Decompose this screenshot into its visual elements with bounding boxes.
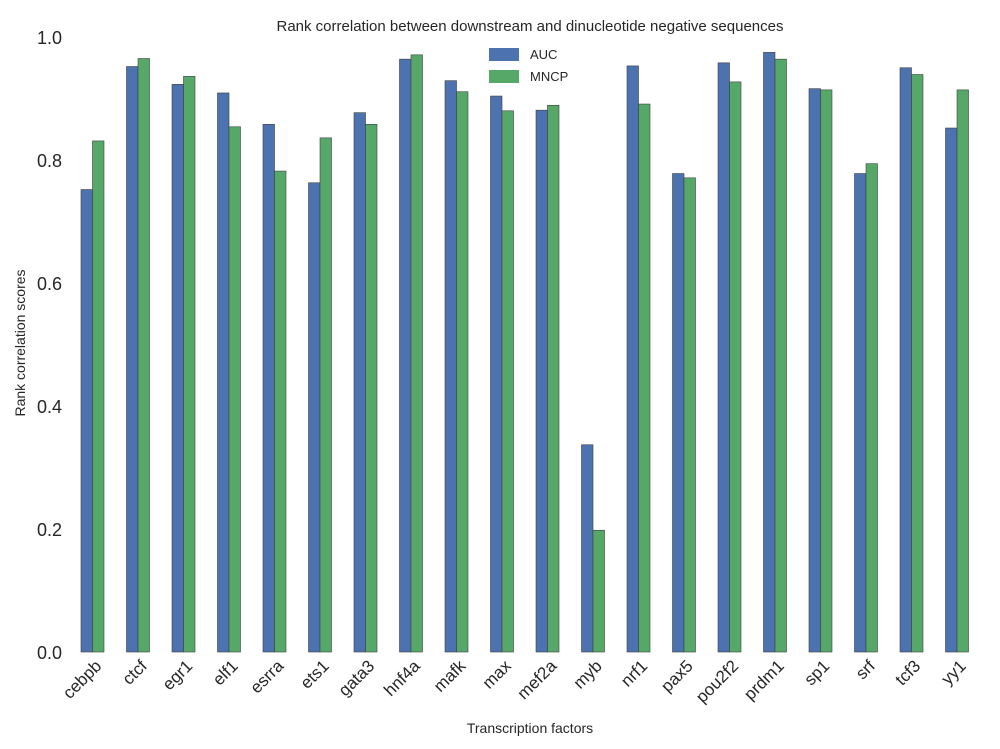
bar-mncp-ctcf: [137, 58, 150, 653]
y-tick-label: 0.6: [37, 274, 62, 294]
bar-auc-egr1: [171, 84, 184, 653]
bar-auc-pou2f2: [717, 62, 730, 653]
y-tick-label: 0.0: [37, 643, 62, 663]
x-tick-label: cebpb: [59, 656, 105, 702]
x-tick-label: mef2a: [513, 656, 560, 703]
bar-auc-ets1: [308, 182, 321, 653]
x-tick-label: hnf4a: [380, 656, 424, 700]
x-tick-label: egr1: [159, 656, 196, 693]
x-tick-label: ctcf: [119, 656, 151, 688]
bar-mncp-pax5: [683, 177, 696, 653]
legend-swatch-auc: [489, 48, 519, 61]
bar-auc-elf1: [217, 92, 230, 653]
bar-auc-gata3: [353, 112, 366, 653]
bars: [80, 52, 969, 653]
bar-mncp-egr1: [183, 76, 196, 653]
chart-title: Rank correlation between downstream and …: [277, 18, 784, 35]
bar-auc-nrf1: [626, 65, 639, 653]
x-tick-label: ets1: [297, 656, 333, 692]
x-axis-ticks: cebpb ctcf egr1 elf1 esrra ets1 gata3 hnf4a mafk…: [59, 656, 970, 707]
bar-mncp-gata3: [365, 124, 378, 653]
y-axis-label: Rank correlation scores: [12, 269, 28, 416]
bar-mncp-tcf3: [911, 74, 924, 653]
x-tick-label: prdm1: [740, 656, 788, 704]
bar-auc-myb: [581, 444, 594, 653]
bar-auc-mafk: [444, 80, 457, 653]
x-tick-label: max: [479, 656, 515, 692]
x-tick-label: myb: [570, 656, 606, 692]
bar-mncp-hnf4a: [410, 54, 423, 653]
x-tick-label: nrf1: [617, 656, 651, 690]
y-tick-label: 0.4: [37, 397, 62, 417]
x-tick-label: sp1: [801, 656, 834, 689]
x-axis-label: Transcription factors: [467, 720, 593, 736]
bar-mncp-pou2f2: [729, 81, 742, 653]
bar-auc-tcf3: [899, 67, 912, 653]
x-tick-label: yy1: [938, 656, 970, 688]
bar-mncp-mafk: [456, 91, 469, 653]
x-tick-label: esrra: [247, 656, 288, 697]
bar-mncp-mef2a: [547, 104, 560, 653]
legend-swatch-mncp: [489, 70, 519, 83]
bar-auc-ctcf: [126, 66, 139, 653]
bar-auc-srf: [854, 173, 867, 653]
y-tick-label: 0.2: [37, 520, 62, 540]
bar-mncp-elf1: [228, 126, 241, 653]
legend-label-mncp: MNCP: [530, 69, 568, 84]
x-tick-label: pax5: [657, 656, 697, 696]
bar-mncp-prdm1: [774, 58, 787, 653]
bar-mncp-srf: [865, 163, 878, 653]
bar-mncp-esrra: [274, 170, 287, 653]
bar-auc-esrra: [262, 124, 275, 653]
x-tick-label: gata3: [335, 656, 379, 700]
x-tick-label: pou2f2: [692, 656, 742, 706]
bar-auc-mef2a: [535, 109, 548, 653]
bar-mncp-max: [501, 110, 514, 653]
bar-mncp-nrf1: [638, 103, 651, 653]
bar-auc-pax5: [672, 173, 685, 653]
bar-auc-sp1: [808, 88, 821, 653]
bar-auc-max: [490, 95, 503, 653]
x-tick-label: srf: [852, 656, 879, 683]
bar-mncp-cebpb: [92, 140, 105, 653]
bar-auc-prdm1: [763, 52, 776, 653]
bar-auc-hnf4a: [399, 58, 412, 653]
bar-auc-yy1: [945, 127, 958, 653]
x-tick-label: mafk: [430, 656, 470, 696]
bar-mncp-ets1: [319, 137, 332, 653]
y-axis-ticks: 0.0 0.2 0.4 0.6 0.8 1.0: [37, 28, 62, 663]
bar-mncp-myb: [592, 529, 605, 653]
bar-mncp-sp1: [820, 89, 833, 653]
y-tick-label: 0.8: [37, 151, 62, 171]
x-tick-label: elf1: [209, 656, 242, 689]
legend: AUC MNCP: [489, 47, 568, 84]
legend-label-auc: AUC: [530, 47, 557, 62]
bar-mncp-yy1: [956, 89, 969, 653]
x-tick-label: tcf3: [892, 656, 925, 689]
y-tick-label: 1.0: [37, 28, 62, 48]
bar-auc-cebpb: [80, 189, 93, 653]
